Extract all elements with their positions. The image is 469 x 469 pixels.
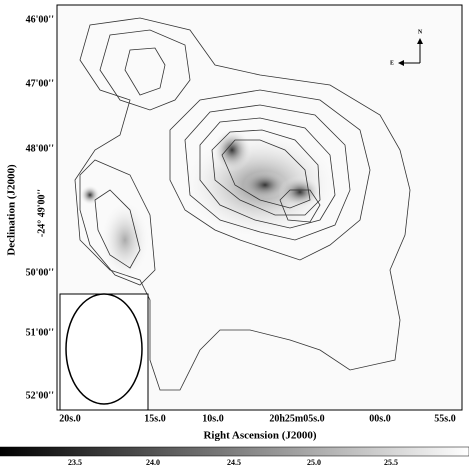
x-tick-label: 15s.0: [144, 413, 165, 424]
x-axis-title: Right Ascension (J2000): [203, 430, 316, 442]
y-tick-label: 51'00'': [26, 327, 55, 338]
y-tick-label: 52'00'': [26, 390, 55, 401]
x-tick-label: 20s.0: [59, 413, 80, 424]
east-label: E: [390, 60, 394, 66]
colorbar-tick-label: 24.5: [227, 458, 241, 467]
compass: N E: [390, 29, 423, 66]
north-label: N: [418, 29, 423, 35]
colorbar-tick-label: 25.0: [307, 458, 321, 467]
y-tick-label: -24° 49'00'': [36, 189, 47, 237]
y-axis-title: Declination (J2000): [6, 164, 18, 256]
x-tick-label: 55s.0: [434, 413, 455, 424]
y-ticks: 46'00'' 47'00'' 48'00'' -24° 49'00'' 50'…: [26, 14, 55, 401]
colorbar-tick-label: 25.5: [384, 458, 398, 467]
colorbar-tick-label: 24.0: [146, 458, 160, 467]
y-tick-label: 47'00'': [26, 78, 55, 89]
x-tick-label: 00s.0: [369, 413, 390, 424]
contours: [74, 17, 411, 391]
beam-inset: [59, 293, 149, 411]
x-tick-label: 20h25m05s.0: [269, 413, 324, 424]
y-tick-label: 48'00'': [26, 143, 55, 154]
y-tick-label: 50'00'': [26, 267, 55, 278]
y-tick-label: 46'00'': [26, 14, 55, 25]
x-ticks: 20s.0 15s.0 10s.0 20h25m05s.0 00s.0 55s.…: [59, 413, 455, 424]
x-tick-label: 10s.0: [202, 413, 223, 424]
colorbar: 23.5 24.0 24.5 25.0 25.5: [0, 446, 469, 467]
colorbar-tick-label: 23.5: [68, 458, 82, 467]
